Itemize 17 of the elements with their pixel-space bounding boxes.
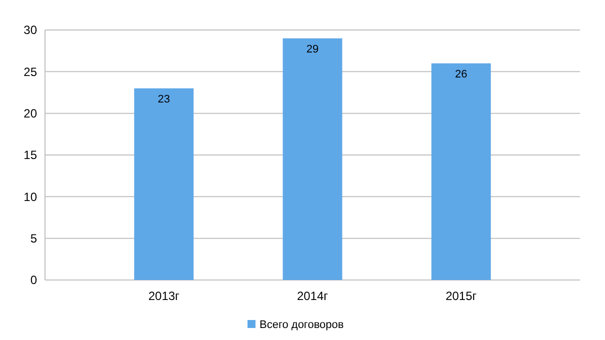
bar — [431, 63, 491, 280]
legend-label: Всего договоров — [260, 319, 344, 331]
x-tick-label: 2015г — [446, 289, 478, 303]
y-tick-label: 10 — [24, 190, 38, 204]
data-label: 26 — [454, 68, 468, 80]
y-tick-label: 20 — [24, 106, 38, 121]
bar — [282, 38, 342, 280]
data-label: 23 — [158, 93, 170, 106]
y-tick-label: 15 — [24, 148, 38, 162]
y-tick-label: 0 — [30, 273, 38, 288]
x-tick-label: 2014г — [296, 289, 329, 303]
y-tick-label: 5 — [30, 232, 38, 246]
data-label: 29 — [306, 43, 319, 56]
bar — [134, 88, 194, 280]
y-tick-label: 30 — [24, 23, 38, 38]
y-tick-label: 25 — [24, 64, 38, 79]
x-tick-label: 2013г — [148, 289, 180, 303]
